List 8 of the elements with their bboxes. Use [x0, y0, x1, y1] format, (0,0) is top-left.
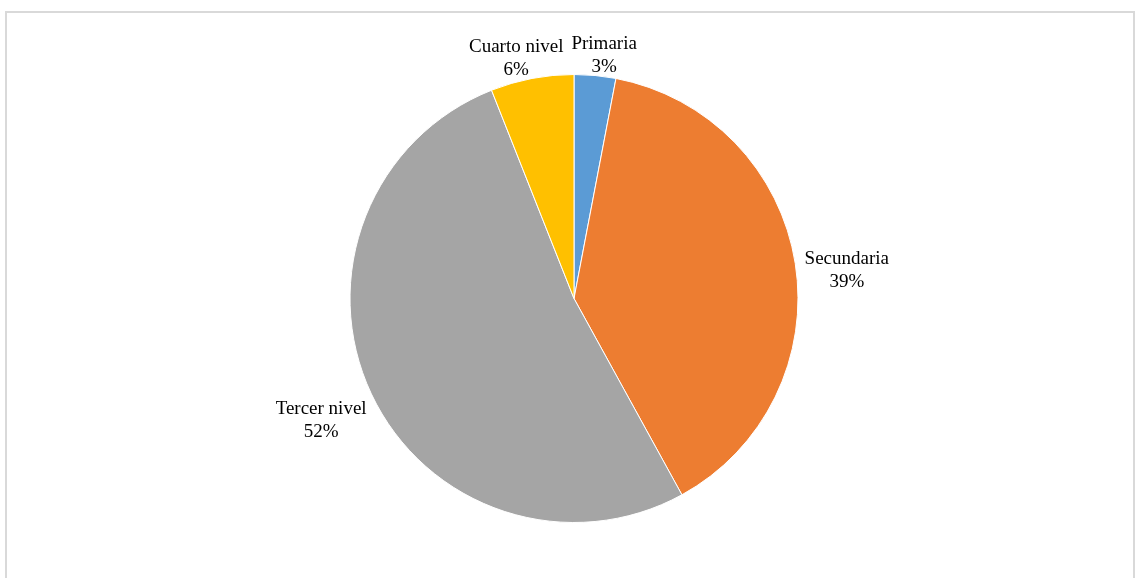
slice-label: Primaria [571, 31, 638, 53]
data-label: 39% [829, 270, 865, 292]
data-label: 52% [303, 419, 339, 441]
slice-label: Tercer nivel [275, 396, 367, 418]
slice-label: Cuarto nivel [469, 35, 564, 57]
slice-label: Secundaria [804, 247, 890, 269]
data-label: 6% [503, 58, 530, 80]
data-label: 3% [591, 54, 618, 76]
